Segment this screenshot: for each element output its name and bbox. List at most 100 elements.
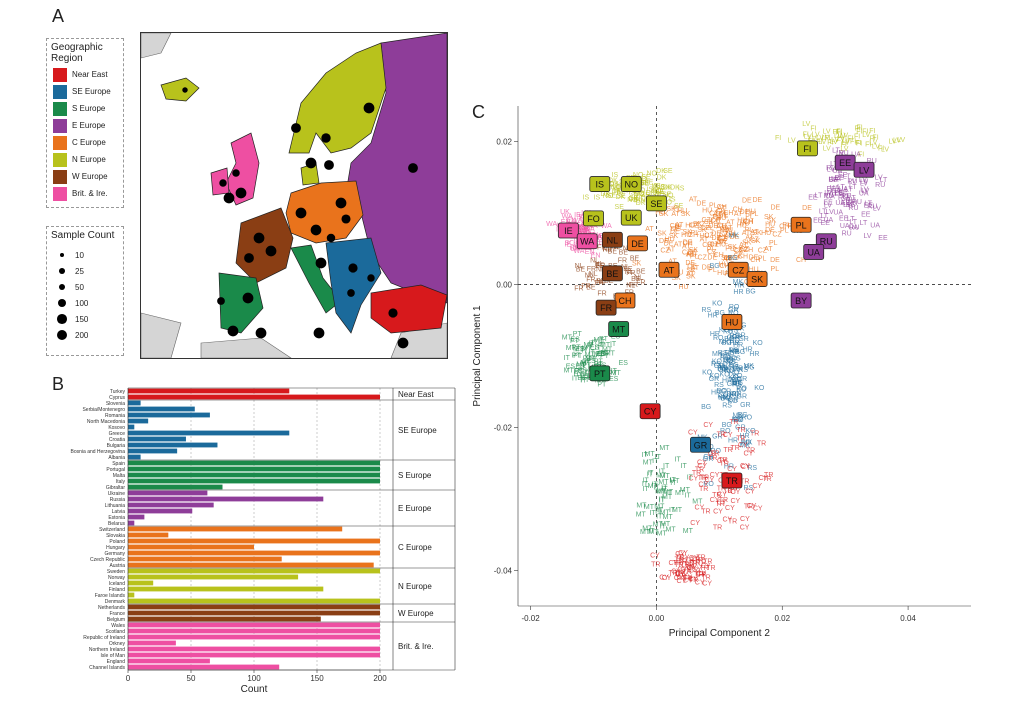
pca-point-label: PL (705, 225, 714, 232)
pca-point-label: DE (749, 255, 759, 262)
pca-point-label: CH (707, 242, 717, 249)
bar-category-label: Albania (108, 455, 125, 461)
pca-point-label: CY (696, 570, 706, 577)
pca-point-label: CY (717, 492, 727, 499)
pca-centroid-box (557, 222, 579, 239)
pca-point-label: KO (732, 373, 743, 380)
pca-point-label: PL (691, 230, 700, 237)
pca-point-label: LV (860, 186, 868, 193)
pca-point-label: NO (603, 193, 614, 200)
pca-point-label: GR (703, 454, 714, 461)
pca-point-label: MT (659, 445, 670, 452)
pca-point-label: LT (832, 148, 840, 155)
pca-point-label: IT (582, 360, 589, 367)
bar-category-label: Channel Islands (89, 665, 125, 671)
pca-point-label: TR (697, 571, 706, 578)
pca-point-label: MT (653, 522, 664, 529)
pca-point-label: BE (623, 266, 633, 273)
pca-point-label: GR (731, 391, 742, 398)
pca-point-label: DE (742, 197, 752, 204)
pca-point-label: NL (603, 246, 612, 253)
bar-category-label: Estonia (108, 515, 125, 521)
pca-point-label: TR (729, 419, 738, 426)
pca-point-label: NL (595, 261, 604, 268)
pca-point-label: IT (599, 339, 606, 346)
pca-point-label: RO (733, 417, 744, 424)
pca-point-label: SK (742, 239, 752, 246)
pca-point-label: RS (731, 356, 741, 363)
pca-point-label: AT (691, 265, 700, 272)
pca-point-label: CY (759, 475, 769, 482)
pca-point-label: CY (687, 565, 697, 572)
pca-point-label: GR (718, 367, 729, 374)
pca-point-label: MK (723, 394, 734, 401)
pca-point-label: LV (869, 140, 877, 147)
bar-category-label: Lithuania (105, 503, 126, 509)
bar-category-label: Northern Ireland (89, 647, 125, 653)
pca-point-label: KO (712, 359, 723, 366)
pca-point-label: FI (856, 128, 862, 135)
bar-category-label: Belgium (107, 617, 125, 623)
pca-point-label: ES (577, 375, 587, 382)
pca-point-label: HR (735, 282, 745, 289)
pca-point-label: CY (689, 567, 699, 574)
pca-point-label: LV (824, 190, 832, 197)
pca-centroid-label: NL (607, 235, 619, 245)
pca-point-label: GR (714, 363, 725, 370)
map-sample-dot (291, 123, 301, 133)
bar (128, 400, 141, 406)
bar (128, 544, 254, 550)
pca-centroid-label: UK (625, 213, 638, 223)
pca-point-label: DE (740, 209, 750, 216)
pca-point-label: TR (750, 431, 759, 438)
pca-point-label: DE (707, 254, 717, 261)
pca-point-label: SK (672, 275, 682, 282)
bar (128, 388, 290, 394)
pca-point-label: MK (743, 363, 754, 370)
pca-point-label: IT (610, 341, 617, 348)
pca-point-label: IT (681, 463, 688, 470)
pca-point-label: PL (720, 226, 729, 233)
pca-point-label: IT (589, 349, 596, 356)
pca-point-label: PT (601, 350, 611, 357)
pca-point-label: NO (635, 195, 646, 202)
region-legend-swatch (53, 84, 67, 99)
pca-point-label: CZ (701, 217, 711, 224)
pca-point-label: IT (685, 493, 692, 500)
pca-point-label: IT (652, 458, 659, 465)
pca-point-label: NL (621, 264, 630, 271)
pca-point-label: HR (711, 389, 721, 396)
pca-point-label: SE (674, 203, 684, 210)
bar-region-label: C Europe (398, 543, 432, 552)
pca-point-label: MT (657, 489, 668, 496)
pca-centroid-box (601, 231, 623, 248)
pca-point-label: CZ (719, 239, 729, 246)
pca-point-label: ES (586, 358, 596, 365)
pca-point-label: IE (582, 229, 589, 236)
pca-point-label: MT (643, 459, 654, 466)
pca-point-label: LV (818, 139, 826, 146)
region-legend-label: Near East (72, 70, 108, 79)
pca-point-label: CY (752, 483, 762, 490)
pca-point-label: IT (656, 513, 663, 520)
bar-category-label: Finland (109, 587, 126, 593)
bar-category-label: Denmark (105, 599, 126, 605)
pca-point-label: EE (835, 175, 845, 182)
pca-point-label: TR (718, 457, 727, 464)
pca-point-label: RO (741, 439, 752, 446)
pca-point-label: IE (576, 225, 583, 232)
pca-point-label: CY (674, 575, 684, 582)
pca-point-label: CZ (740, 246, 750, 253)
pca-point-label: DK (608, 177, 618, 184)
pca-point-label: TR (675, 555, 684, 562)
pca-point-label: SC (582, 225, 592, 232)
pca-point-label: AT (686, 271, 695, 278)
pca-point-label: IT (670, 477, 677, 484)
pca-point-label: IT (642, 452, 649, 459)
pca-point-label: CY (688, 576, 698, 583)
pca-point-label: FI (832, 129, 838, 136)
pca-point-label: CY (675, 570, 685, 577)
pca-point-label: UK (570, 245, 580, 252)
pca-point-label: SE (615, 204, 625, 211)
bar-x-tick-label: 0 (126, 674, 131, 683)
